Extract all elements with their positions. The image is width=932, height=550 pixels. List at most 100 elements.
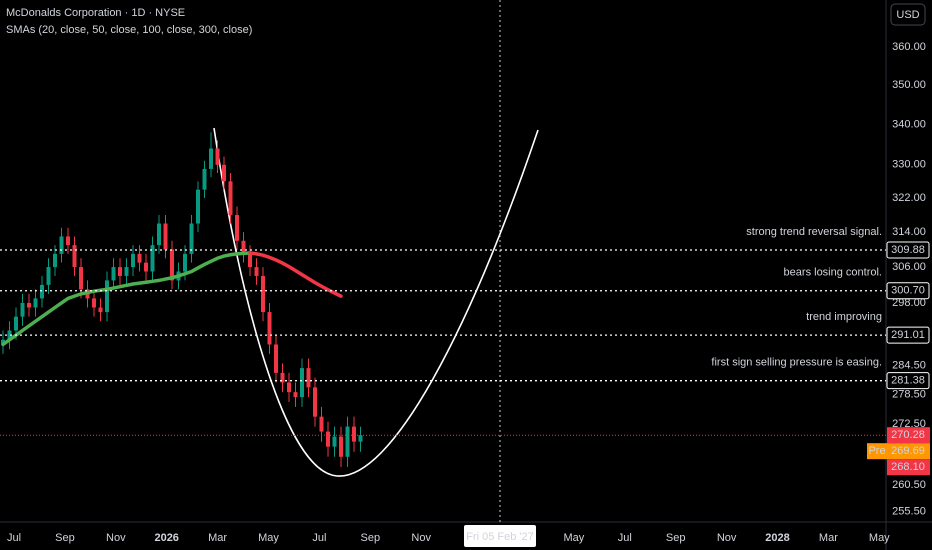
level-tag (886, 372, 930, 390)
x-tick-label: Jul (7, 532, 21, 544)
level-tag-label: 291.01 (891, 329, 925, 341)
candle-body (241, 240, 246, 254)
candle-body (183, 253, 187, 272)
candle-body (306, 368, 311, 388)
x-tick-label: May (869, 532, 890, 544)
candle-body (66, 236, 70, 246)
candle-body (358, 435, 363, 442)
candle-body (215, 148, 220, 165)
candle-body (339, 436, 343, 457)
level-tag-label: 300.70 (891, 285, 925, 297)
candle-body (14, 316, 18, 331)
level-tag (886, 241, 930, 259)
candle-body (131, 253, 135, 268)
level-note: trend improving (806, 311, 882, 323)
price-tag (887, 427, 930, 444)
candle-body (319, 416, 324, 432)
pre-market-badge (867, 443, 887, 460)
level-tag-label: 281.38 (891, 375, 925, 387)
y-tick-label: 330.00 (892, 159, 926, 171)
candle-body (157, 223, 161, 246)
y-tick-label: 298.00 (892, 297, 926, 309)
y-tick-label: 314.00 (892, 226, 926, 238)
y-tick-label: 255.50 (892, 505, 926, 517)
candle-body (46, 267, 51, 285)
candle-body (79, 267, 83, 290)
cup-drawing (213, 127, 539, 477)
y-tick-label: 322.00 (892, 192, 926, 204)
y-tick-label: 360.00 (892, 41, 926, 53)
candle-body (196, 189, 200, 224)
candle-body (293, 392, 298, 398)
x-tick-label: 2028 (765, 532, 789, 544)
chart-title: McDonalds Corporation · 1D · NYSE (6, 7, 185, 19)
x-tick-label: Sep (666, 532, 686, 544)
level-note: strong trend reversal signal. (746, 226, 882, 238)
candle-body (287, 382, 291, 393)
candle-body (7, 330, 12, 340)
candle-body (202, 168, 207, 190)
x-tick-label: Nov (106, 532, 126, 544)
candle-body (170, 249, 174, 281)
y-tick-label: 278.50 (892, 389, 926, 401)
candle-body (326, 431, 330, 447)
candle-body (248, 253, 252, 268)
candle-body (280, 372, 285, 383)
y-tick-label: 306.00 (892, 261, 926, 273)
candle-body (124, 267, 129, 276)
y-tick-label: 260.50 (892, 479, 926, 491)
candle-body (254, 267, 259, 276)
price-tag (887, 459, 930, 476)
candle-body (235, 214, 239, 241)
candle-body (300, 368, 304, 398)
candle-body (1, 339, 5, 345)
crosshair-label: Fri 05 Feb '27 (466, 531, 534, 543)
candle-body (20, 302, 25, 317)
currency-button[interactable] (890, 3, 926, 26)
candle-body (137, 253, 142, 263)
x-tick-label: Sep (55, 532, 75, 544)
candle-body (105, 280, 109, 313)
candle-body (222, 164, 226, 182)
sma-line (248, 251, 343, 298)
candle-body (27, 302, 31, 308)
candle-body (72, 245, 77, 268)
indicator-legend: SMAs (20, close, 50, close, 100, close, … (6, 24, 252, 36)
candle-body (332, 436, 337, 447)
candle-body (313, 387, 317, 417)
x-tick-label: Sep (361, 532, 381, 544)
candle-body (274, 344, 278, 373)
candle-body (40, 284, 44, 299)
x-tick-label: Jul (618, 532, 632, 544)
candle-body (33, 298, 38, 308)
pre-market-badge-label: Pre (868, 445, 885, 457)
candle-body (209, 148, 213, 169)
level-note: bears losing control. (784, 267, 882, 279)
currency-label[interactable]: USD (896, 9, 919, 21)
x-tick-label: Mar (208, 532, 227, 544)
x-tick-label: Mar (819, 532, 838, 544)
candle-body (189, 223, 194, 254)
x-tick-label: Jul (312, 532, 326, 544)
candle-body (53, 253, 57, 268)
candle-body (267, 312, 272, 345)
candle-body (111, 267, 116, 281)
y-tick-label: 340.00 (892, 118, 926, 130)
level-tag-label: 309.88 (891, 244, 925, 256)
price-tag-label: 270.28 (891, 429, 925, 441)
x-tick-label: Nov (411, 532, 431, 544)
candle-body (98, 307, 103, 313)
candle-body (118, 267, 122, 276)
y-tick-label: 284.50 (892, 360, 926, 372)
crosshair-tag (464, 525, 536, 547)
candle-body (345, 426, 350, 457)
candle-body (59, 236, 64, 254)
candle-body (92, 298, 96, 308)
candle-body (228, 181, 233, 215)
x-tick-label: 2026 (154, 532, 178, 544)
candle-body (163, 223, 168, 250)
price-tag-label: 268.10 (891, 461, 925, 473)
x-tick-label: May (258, 532, 279, 544)
